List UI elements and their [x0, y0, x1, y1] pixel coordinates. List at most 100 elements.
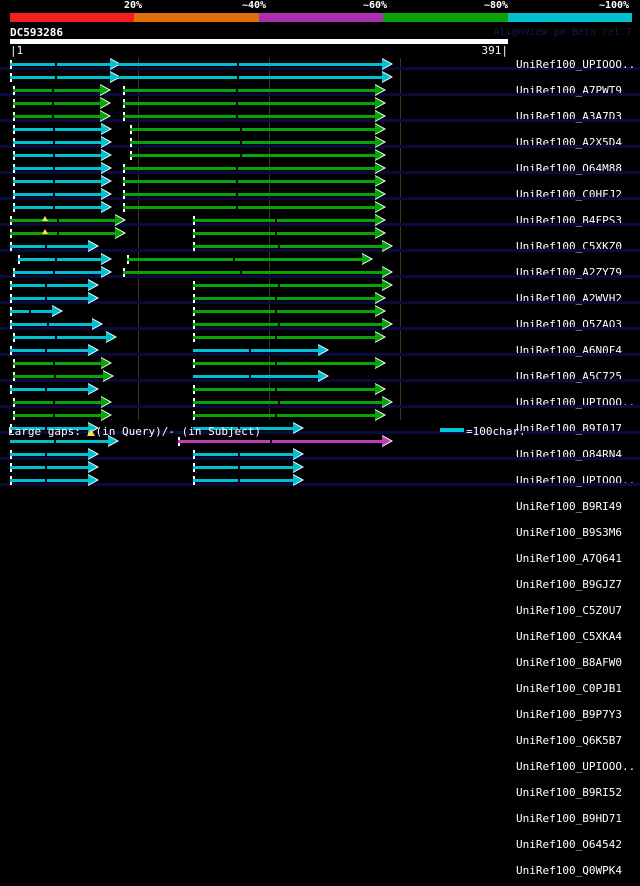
hsp-segment[interactable]	[13, 271, 101, 274]
hsp-segment[interactable]	[10, 297, 88, 300]
hit-label[interactable]: UniRef100_C5XKA4	[516, 630, 622, 643]
hit-label[interactable]: UniRef100_UPIOOO..	[516, 58, 636, 71]
hsp-segment[interactable]	[193, 401, 382, 404]
hit-label[interactable]: UniRef100_B9P7Y3	[516, 708, 622, 721]
alignment-row[interactable]: UniRef100_A3A7D3	[0, 84, 640, 123]
hsp-segment[interactable]	[10, 466, 88, 469]
alignment-row[interactable]: UniRef100_A2ZY79	[0, 162, 640, 279]
alignment-row[interactable]: UniRef100_C5XKA4	[0, 344, 640, 643]
hit-label[interactable]: UniRef100_B9HD71	[516, 812, 622, 825]
hsp-segment[interactable]	[123, 180, 375, 183]
alignment-row[interactable]: UniRef100_A7PWT9	[0, 71, 640, 97]
hsp-segment[interactable]	[10, 219, 115, 222]
hsp-segment[interactable]	[123, 193, 375, 196]
hsp-segment[interactable]	[10, 388, 88, 391]
hsp-segment[interactable]	[123, 167, 375, 170]
alignment-row[interactable]: UniRef100_A2X5D4	[0, 97, 640, 149]
alignment-row[interactable]: UniRef100_B9S3M6	[0, 292, 640, 539]
alignment-row[interactable]: UniRef100_Q5ZAQ3	[0, 188, 640, 331]
hsp-segment[interactable]	[13, 154, 101, 157]
hsp-segment[interactable]	[13, 89, 100, 92]
hsp-segment[interactable]	[123, 115, 375, 118]
hsp-segment[interactable]	[193, 388, 375, 391]
hsp-segment[interactable]	[10, 284, 88, 287]
hsp-segment[interactable]	[193, 427, 293, 430]
hit-label[interactable]: UniRef100_A7Q641	[516, 552, 622, 565]
hsp-segment[interactable]	[13, 167, 101, 170]
hit-label[interactable]: UniRef100_B9RI52	[516, 786, 622, 799]
hsp-segment[interactable]	[18, 258, 101, 261]
hit-label[interactable]: UniRef100_B9GJZ7	[516, 578, 622, 591]
hit-label[interactable]: UniRef100_B9RI49	[516, 500, 622, 513]
alignment-row[interactable]: UniRef100_C0PJB1	[0, 370, 640, 695]
hsp-segment[interactable]	[193, 453, 293, 456]
hsp-segment[interactable]	[13, 401, 101, 404]
hsp-segment[interactable]	[193, 336, 375, 339]
alignment-row[interactable]: UniRef100_A2WVH2	[0, 175, 640, 305]
alignment-row[interactable]: UniRef100_C5XKZ0	[0, 149, 640, 253]
hit-label[interactable]: UniRef100_Q0WPK4	[516, 864, 622, 877]
hsp-segment[interactable]	[193, 466, 293, 469]
hsp-segment[interactable]	[193, 245, 382, 248]
hsp-segment[interactable]	[10, 479, 88, 482]
hsp-segment[interactable]	[178, 440, 382, 443]
hsp-segment[interactable]	[118, 76, 382, 79]
hsp-segment[interactable]	[193, 310, 375, 313]
hsp-segment[interactable]	[13, 362, 101, 365]
hsp-segment[interactable]	[130, 141, 375, 144]
hit-label[interactable]: UniRef100_C5Z0U7	[516, 604, 622, 617]
hsp-segment[interactable]	[10, 232, 115, 235]
alignment-row[interactable]: UniRef100_Q6K5B7	[0, 396, 640, 747]
hsp-segment[interactable]	[118, 63, 382, 66]
alignment-row[interactable]: UniRef100_Q84RN4	[0, 253, 640, 461]
hsp-segment[interactable]	[13, 206, 101, 209]
hsp-segment[interactable]	[13, 141, 101, 144]
hsp-segment[interactable]	[123, 102, 375, 105]
alignment-row[interactable]: UniRef100_UPIOOO..	[0, 409, 640, 773]
hit-label[interactable]: UniRef100_C0PJB1	[516, 682, 622, 695]
hsp-segment[interactable]	[13, 414, 101, 417]
hsp-segment[interactable]	[193, 362, 375, 365]
hsp-segment[interactable]	[10, 440, 108, 443]
hsp-segment[interactable]	[13, 128, 101, 131]
hsp-segment[interactable]	[10, 453, 88, 456]
hsp-segment[interactable]	[13, 336, 106, 339]
hsp-segment[interactable]	[193, 375, 318, 378]
hsp-segment[interactable]	[13, 375, 103, 378]
alignment-row[interactable]: UniRef100_Q64M88	[0, 110, 640, 175]
alignment-row[interactable]: UniRef100_A6N0F4	[0, 201, 640, 357]
alignment-row[interactable]: UniRef100_B9I0J7	[0, 240, 640, 435]
hsp-segment[interactable]	[13, 180, 101, 183]
hsp-segment[interactable]	[13, 102, 100, 105]
hsp-segment[interactable]	[10, 310, 52, 313]
alignment-row[interactable]: UniRef100_A5C725	[0, 214, 640, 383]
alignment-row[interactable]: UniRef100_C5Z0U7	[0, 331, 640, 617]
hsp-segment[interactable]	[123, 271, 382, 274]
hit-label[interactable]: UniRef100_O64542	[516, 838, 622, 851]
hsp-segment[interactable]	[193, 232, 375, 235]
hsp-segment[interactable]	[123, 206, 375, 209]
hsp-segment[interactable]	[10, 76, 110, 79]
hsp-segment[interactable]	[193, 414, 375, 417]
hsp-segment[interactable]	[10, 63, 110, 66]
hsp-segment[interactable]	[127, 258, 362, 261]
hsp-segment[interactable]	[10, 323, 92, 326]
alignment-row[interactable]: UniRef100_B8AFW0	[0, 357, 640, 669]
hsp-segment[interactable]	[193, 219, 375, 222]
hit-label[interactable]: UniRef100_Q6K5B7	[516, 734, 622, 747]
alignment-row[interactable]: UniRef100_Q56X08	[0, 474, 640, 487]
hit-label[interactable]: UniRef100_B8AFW0	[516, 656, 622, 669]
alignment-row[interactable]: UniRef100_B4FPS3	[0, 136, 640, 227]
hsp-segment[interactable]	[130, 128, 375, 131]
hsp-segment[interactable]	[193, 297, 375, 300]
alignment-row[interactable]: UniRef100_C0HFJ2	[0, 123, 640, 201]
alignment-row[interactable]: UniRef100_Q0WPK4	[0, 461, 640, 877]
hsp-segment[interactable]	[193, 349, 318, 352]
hsp-segment[interactable]	[193, 479, 293, 482]
hsp-segment[interactable]	[193, 284, 382, 287]
hit-label[interactable]: UniRef100_B9S3M6	[516, 526, 622, 539]
hsp-segment[interactable]	[193, 323, 382, 326]
alignment-row[interactable]: UniRef100_UPIOOO..	[0, 227, 640, 409]
alignment-row[interactable]: UniRef100_B9GJZ7	[0, 318, 640, 591]
alignment-row[interactable]: UniRef100_UPIOOO..	[0, 266, 640, 487]
